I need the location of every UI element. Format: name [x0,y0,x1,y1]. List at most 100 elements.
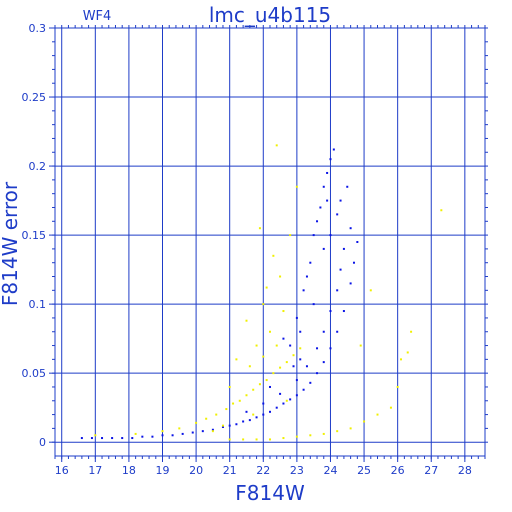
y-tick-label: 0.15 [22,229,47,242]
data-point [228,385,231,388]
data-point [161,434,164,437]
data-point [309,434,312,437]
data-point [329,234,332,237]
data-point [161,430,164,433]
data-point [342,310,345,313]
data-point [359,344,362,347]
x-tick-label: 24 [323,464,337,477]
data-point [282,337,285,340]
data-point [389,406,392,409]
data-point [305,275,308,278]
data-point [309,381,312,384]
x-tick-label: 17 [88,464,102,477]
data-point [376,413,379,416]
data-point [121,437,124,440]
data-point [329,310,332,313]
data-point [205,417,208,420]
data-point [225,408,228,411]
x-tick-label: 19 [156,464,170,477]
data-point [396,385,399,388]
data-point [272,372,275,375]
data-point [349,282,352,285]
data-point [322,247,325,250]
data-point [299,358,302,361]
data-point [269,330,271,333]
x-tick-label: 23 [290,464,304,477]
data-point [275,344,278,347]
data-point [232,402,235,405]
data-point [215,413,218,416]
data-point [336,430,339,433]
data-point [191,431,194,434]
data-point [356,241,359,243]
data-point [295,394,298,397]
data-point [316,372,319,375]
y-tick-label: 0 [39,436,46,449]
data-point [322,432,325,435]
data-point [221,426,224,429]
data-point [316,347,319,350]
data-point [258,383,261,386]
data-point [332,148,335,151]
data-point [211,428,214,431]
data-point [211,430,214,433]
data-point [363,420,366,423]
data-point [336,289,339,292]
data-point [275,144,278,147]
data-point [319,206,322,209]
data-point [178,427,181,430]
data-point [94,434,97,437]
x-tick-label: 20 [189,464,203,477]
data-point [275,406,278,409]
data-point [349,427,352,430]
data-point [269,385,271,388]
data-point [292,354,295,357]
data-point [255,438,258,441]
data-point [336,330,339,333]
data-points [80,144,443,441]
x-tick-label: 16 [55,464,69,477]
data-point [111,437,114,440]
panel-label: WF4 [83,9,112,24]
x-tick-label: 22 [256,464,270,477]
data-point [279,366,282,369]
data-point [299,330,302,333]
data-point [262,413,265,416]
y-tick-label: 0.3 [29,22,47,35]
x-tick-label: 25 [357,464,371,477]
data-point [242,420,245,423]
data-point [352,261,355,264]
data-point [285,399,288,402]
data-point [302,289,305,292]
data-point [245,319,248,322]
data-point [242,438,245,441]
chart-title: lmc_u4b115 [209,3,331,27]
data-point [312,303,315,306]
data-point [339,199,342,202]
data-point [295,435,298,438]
data-point [295,316,298,319]
data-point [282,437,285,440]
ticks: 16 17 18 19 20 21 22 23 24 25 26 27 28 0 0.05 0.1 0.15 0.… [22,22,488,477]
data-point [329,347,332,350]
data-point [134,432,137,435]
data-point [329,158,332,161]
data-point [265,286,268,289]
data-point [131,437,134,440]
data-point [349,227,352,230]
data-point [272,254,275,257]
data-point [309,261,312,264]
data-point [369,289,372,292]
data-point [339,268,342,271]
x-tick-label: 18 [122,464,136,477]
data-point [322,330,325,333]
x-tick-label: 21 [223,464,237,477]
data-point [322,361,325,364]
data-point [326,171,329,174]
data-point [322,185,325,188]
data-point [235,358,238,361]
data-point [248,419,251,422]
data-point [171,434,174,437]
data-point [265,379,268,382]
